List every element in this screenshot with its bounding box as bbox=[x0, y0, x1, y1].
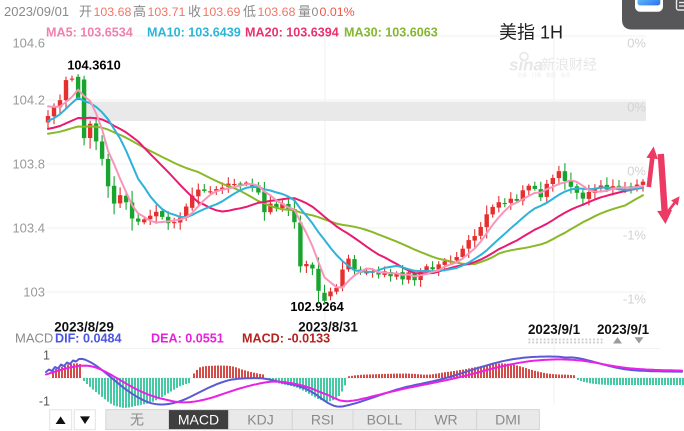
svg-text:0%: 0% bbox=[627, 164, 646, 179]
svg-text:2023/8/29: 2023/8/29 bbox=[54, 320, 114, 335]
svg-text:美指 1H: 美指 1H bbox=[499, 23, 563, 43]
svg-text:MACD: -0.0133: MACD: -0.0133 bbox=[242, 332, 330, 346]
svg-text:103.4: 103.4 bbox=[12, 221, 45, 236]
svg-text:BOLL: BOLL bbox=[367, 412, 403, 428]
svg-text:RSI: RSI bbox=[311, 412, 334, 428]
svg-text:新浪财经: 新浪财经 bbox=[541, 57, 597, 73]
svg-text:103.8: 103.8 bbox=[12, 157, 45, 172]
svg-text:MACD: MACD bbox=[15, 331, 53, 346]
svg-text:104.2: 104.2 bbox=[12, 93, 45, 108]
svg-text:103: 103 bbox=[23, 285, 45, 300]
svg-text:DIF: 0.0484: DIF: 0.0484 bbox=[55, 332, 122, 346]
svg-text:sina: sina bbox=[509, 56, 543, 75]
svg-text:交易 · 行情 · 数据 · 资讯: 交易 · 行情 · 数据 · 资讯 bbox=[517, 72, 570, 79]
svg-text:0%: 0% bbox=[627, 100, 646, 115]
svg-text:2023/9/1: 2023/9/1 bbox=[528, 322, 581, 337]
svg-text:104.3610: 104.3610 bbox=[67, 58, 120, 73]
svg-text:0%: 0% bbox=[627, 36, 646, 51]
svg-text:无: 无 bbox=[130, 412, 144, 428]
svg-text:1: 1 bbox=[43, 349, 50, 363]
svg-text:102.9264: 102.9264 bbox=[290, 299, 344, 314]
svg-text:2023/9/1: 2023/9/1 bbox=[597, 322, 650, 337]
svg-text:KDJ: KDJ bbox=[247, 412, 273, 428]
svg-text:104.6: 104.6 bbox=[12, 36, 45, 51]
svg-text:2023/8/31: 2023/8/31 bbox=[298, 320, 358, 335]
svg-text:-1%: -1% bbox=[623, 228, 647, 243]
svg-text:WR: WR bbox=[434, 412, 457, 428]
svg-text:DEA: 0.0551: DEA: 0.0551 bbox=[151, 332, 224, 346]
svg-text:-1: -1 bbox=[39, 395, 50, 409]
svg-text:MACD: MACD bbox=[178, 412, 219, 428]
svg-text:-1%: -1% bbox=[623, 292, 647, 307]
svg-text:DMI: DMI bbox=[495, 412, 521, 428]
